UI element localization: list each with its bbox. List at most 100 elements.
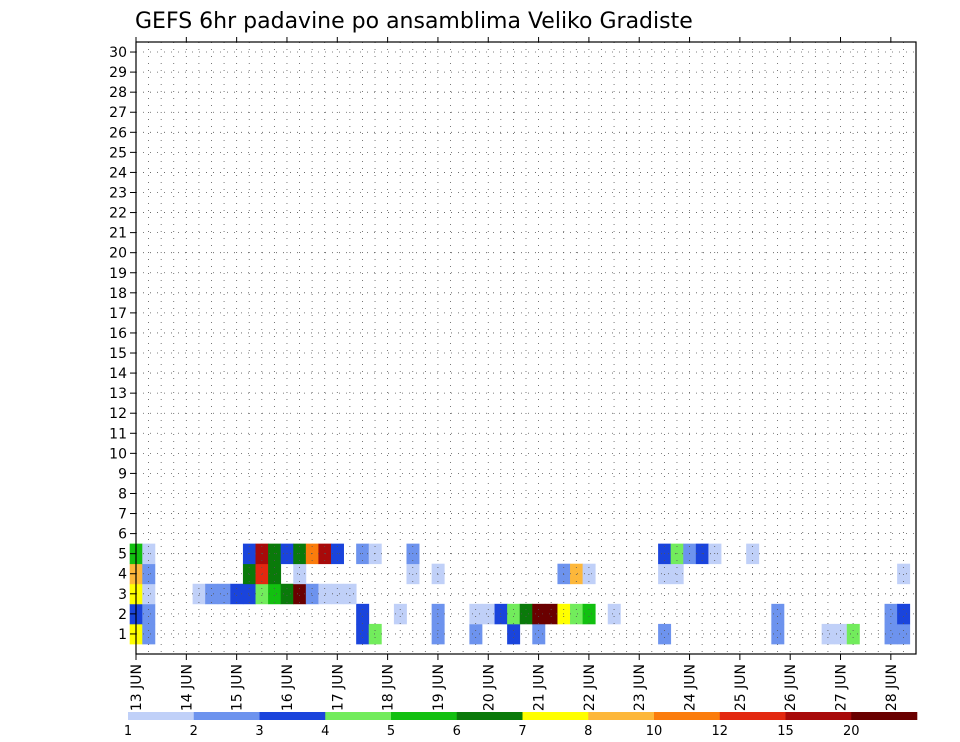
x-tick-label: 26 JUN bbox=[783, 664, 799, 711]
precip-cell bbox=[268, 583, 282, 605]
x-tick-label: 20 JUN bbox=[481, 664, 497, 711]
y-tick-label: 7 bbox=[118, 507, 127, 523]
y-tick-label: 10 bbox=[109, 446, 127, 462]
y-tick-label: 28 bbox=[109, 85, 127, 101]
precip-cell bbox=[532, 623, 546, 645]
precip-cell bbox=[393, 603, 407, 625]
x-tick-label: 25 JUN bbox=[733, 664, 749, 711]
y-tick-label: 19 bbox=[109, 266, 127, 282]
y-tick-label: 9 bbox=[118, 466, 127, 482]
precip-cell bbox=[582, 603, 596, 625]
y-tick-label: 24 bbox=[109, 165, 127, 181]
y-tick-label: 13 bbox=[109, 386, 127, 402]
precip-cell bbox=[469, 623, 483, 645]
colorbar-swatch bbox=[325, 712, 392, 720]
colorbar-legend: 1 2 3 4 5 6 7 8 10 12 15 20 bbox=[124, 712, 918, 739]
y-tick-label: 16 bbox=[109, 326, 127, 342]
colorbar-label: 2 bbox=[190, 724, 198, 739]
x-tick-label: 16 JUN bbox=[280, 664, 296, 711]
y-tick-label: 11 bbox=[109, 426, 127, 442]
colorbar-swatch bbox=[719, 712, 786, 720]
precip-cell bbox=[846, 623, 860, 645]
precip-cell bbox=[293, 563, 307, 585]
colorbar-swatch bbox=[522, 712, 589, 720]
precip-cell bbox=[280, 583, 294, 605]
precip-cell bbox=[507, 603, 521, 625]
x-tick-label: 21 JUN bbox=[532, 664, 548, 711]
y-tick-label: 22 bbox=[109, 206, 127, 222]
precip-cell bbox=[519, 603, 533, 625]
y-tick-label: 4 bbox=[118, 567, 127, 583]
x-tick-label: 23 JUN bbox=[632, 664, 648, 711]
precip-cell bbox=[293, 583, 307, 605]
y-tick-label: 29 bbox=[109, 65, 127, 81]
y-tick-label: 17 bbox=[109, 306, 127, 322]
precip-cell bbox=[268, 563, 282, 585]
precip-cell bbox=[406, 563, 420, 585]
chart-title: GEFS 6hr padavine po ansamblima Veliko G… bbox=[135, 9, 693, 34]
precip-cell bbox=[658, 563, 672, 585]
colorbar-swatch bbox=[391, 712, 458, 720]
precip-cell bbox=[431, 563, 445, 585]
x-tick-label: 27 JUN bbox=[834, 664, 850, 711]
precip-cell bbox=[771, 623, 785, 645]
colorbar-swatch bbox=[588, 712, 655, 720]
precip-cell bbox=[230, 583, 244, 605]
colorbar-label: 4 bbox=[321, 724, 329, 739]
y-tick-label: 26 bbox=[109, 125, 127, 141]
precip-cell bbox=[356, 603, 370, 625]
precip-cell bbox=[142, 563, 156, 585]
precip-cell bbox=[217, 583, 231, 605]
colorbar-label: 1 bbox=[124, 724, 132, 739]
precip-cell bbox=[834, 623, 848, 645]
precip-cell bbox=[582, 563, 596, 585]
precip-cell bbox=[494, 603, 508, 625]
x-tick-label: 28 JUN bbox=[884, 664, 900, 711]
precip-cell bbox=[670, 563, 684, 585]
y-tick-label: 6 bbox=[118, 527, 127, 543]
precip-cell bbox=[481, 603, 495, 625]
precip-cell bbox=[142, 583, 156, 605]
precip-cell bbox=[884, 623, 898, 645]
x-tick-label: 17 JUN bbox=[330, 664, 346, 711]
precip-cell bbox=[205, 583, 219, 605]
y-tick-label: 5 bbox=[118, 547, 127, 563]
plot-frame bbox=[135, 41, 917, 655]
y-tick-label: 1 bbox=[118, 627, 127, 643]
colorbar-label: 7 bbox=[518, 724, 526, 739]
colorbar-swatch bbox=[654, 712, 721, 720]
precip-cell bbox=[431, 623, 445, 645]
colorbar-swatch bbox=[456, 712, 523, 720]
precip-cell bbox=[431, 603, 445, 625]
colorbar-label: 20 bbox=[843, 724, 860, 739]
precip-cell bbox=[507, 623, 521, 645]
precip-cell bbox=[242, 583, 256, 605]
precip-cell bbox=[658, 623, 672, 645]
precip-cell bbox=[142, 603, 156, 625]
y-tick-label: 25 bbox=[109, 145, 127, 161]
x-axis-ticks: 13 JUN 14 JUN 15 JUN 16 JUN 17 JUN 18 JUN 19 J… bbox=[129, 37, 900, 711]
x-tick-label: 18 JUN bbox=[381, 664, 397, 711]
precip-cell bbox=[897, 563, 911, 585]
y-tick-label: 27 bbox=[109, 105, 127, 121]
colorbar-label: 6 bbox=[453, 724, 461, 739]
precip-cell bbox=[142, 623, 156, 645]
colorbar-label: 3 bbox=[255, 724, 263, 739]
y-tick-label: 14 bbox=[109, 366, 127, 382]
x-tick-label: 19 JUN bbox=[431, 664, 447, 711]
precip-cell bbox=[771, 603, 785, 625]
colorbar-label: 8 bbox=[584, 724, 592, 739]
precip-cell bbox=[897, 603, 911, 625]
y-tick-label: 18 bbox=[109, 286, 127, 302]
y-axis-ticks: 1234567891011121314151617181920212223242… bbox=[109, 45, 136, 643]
precip-cell bbox=[242, 563, 256, 585]
precip-cell bbox=[368, 623, 382, 645]
precip-cell bbox=[343, 583, 357, 605]
colorbar-swatch bbox=[259, 712, 326, 720]
colorbar-label: 10 bbox=[646, 724, 663, 739]
x-tick-label: 24 JUN bbox=[683, 664, 699, 711]
y-tick-label: 8 bbox=[118, 486, 127, 502]
y-tick-label: 2 bbox=[118, 607, 127, 623]
y-tick-label: 12 bbox=[109, 406, 127, 422]
